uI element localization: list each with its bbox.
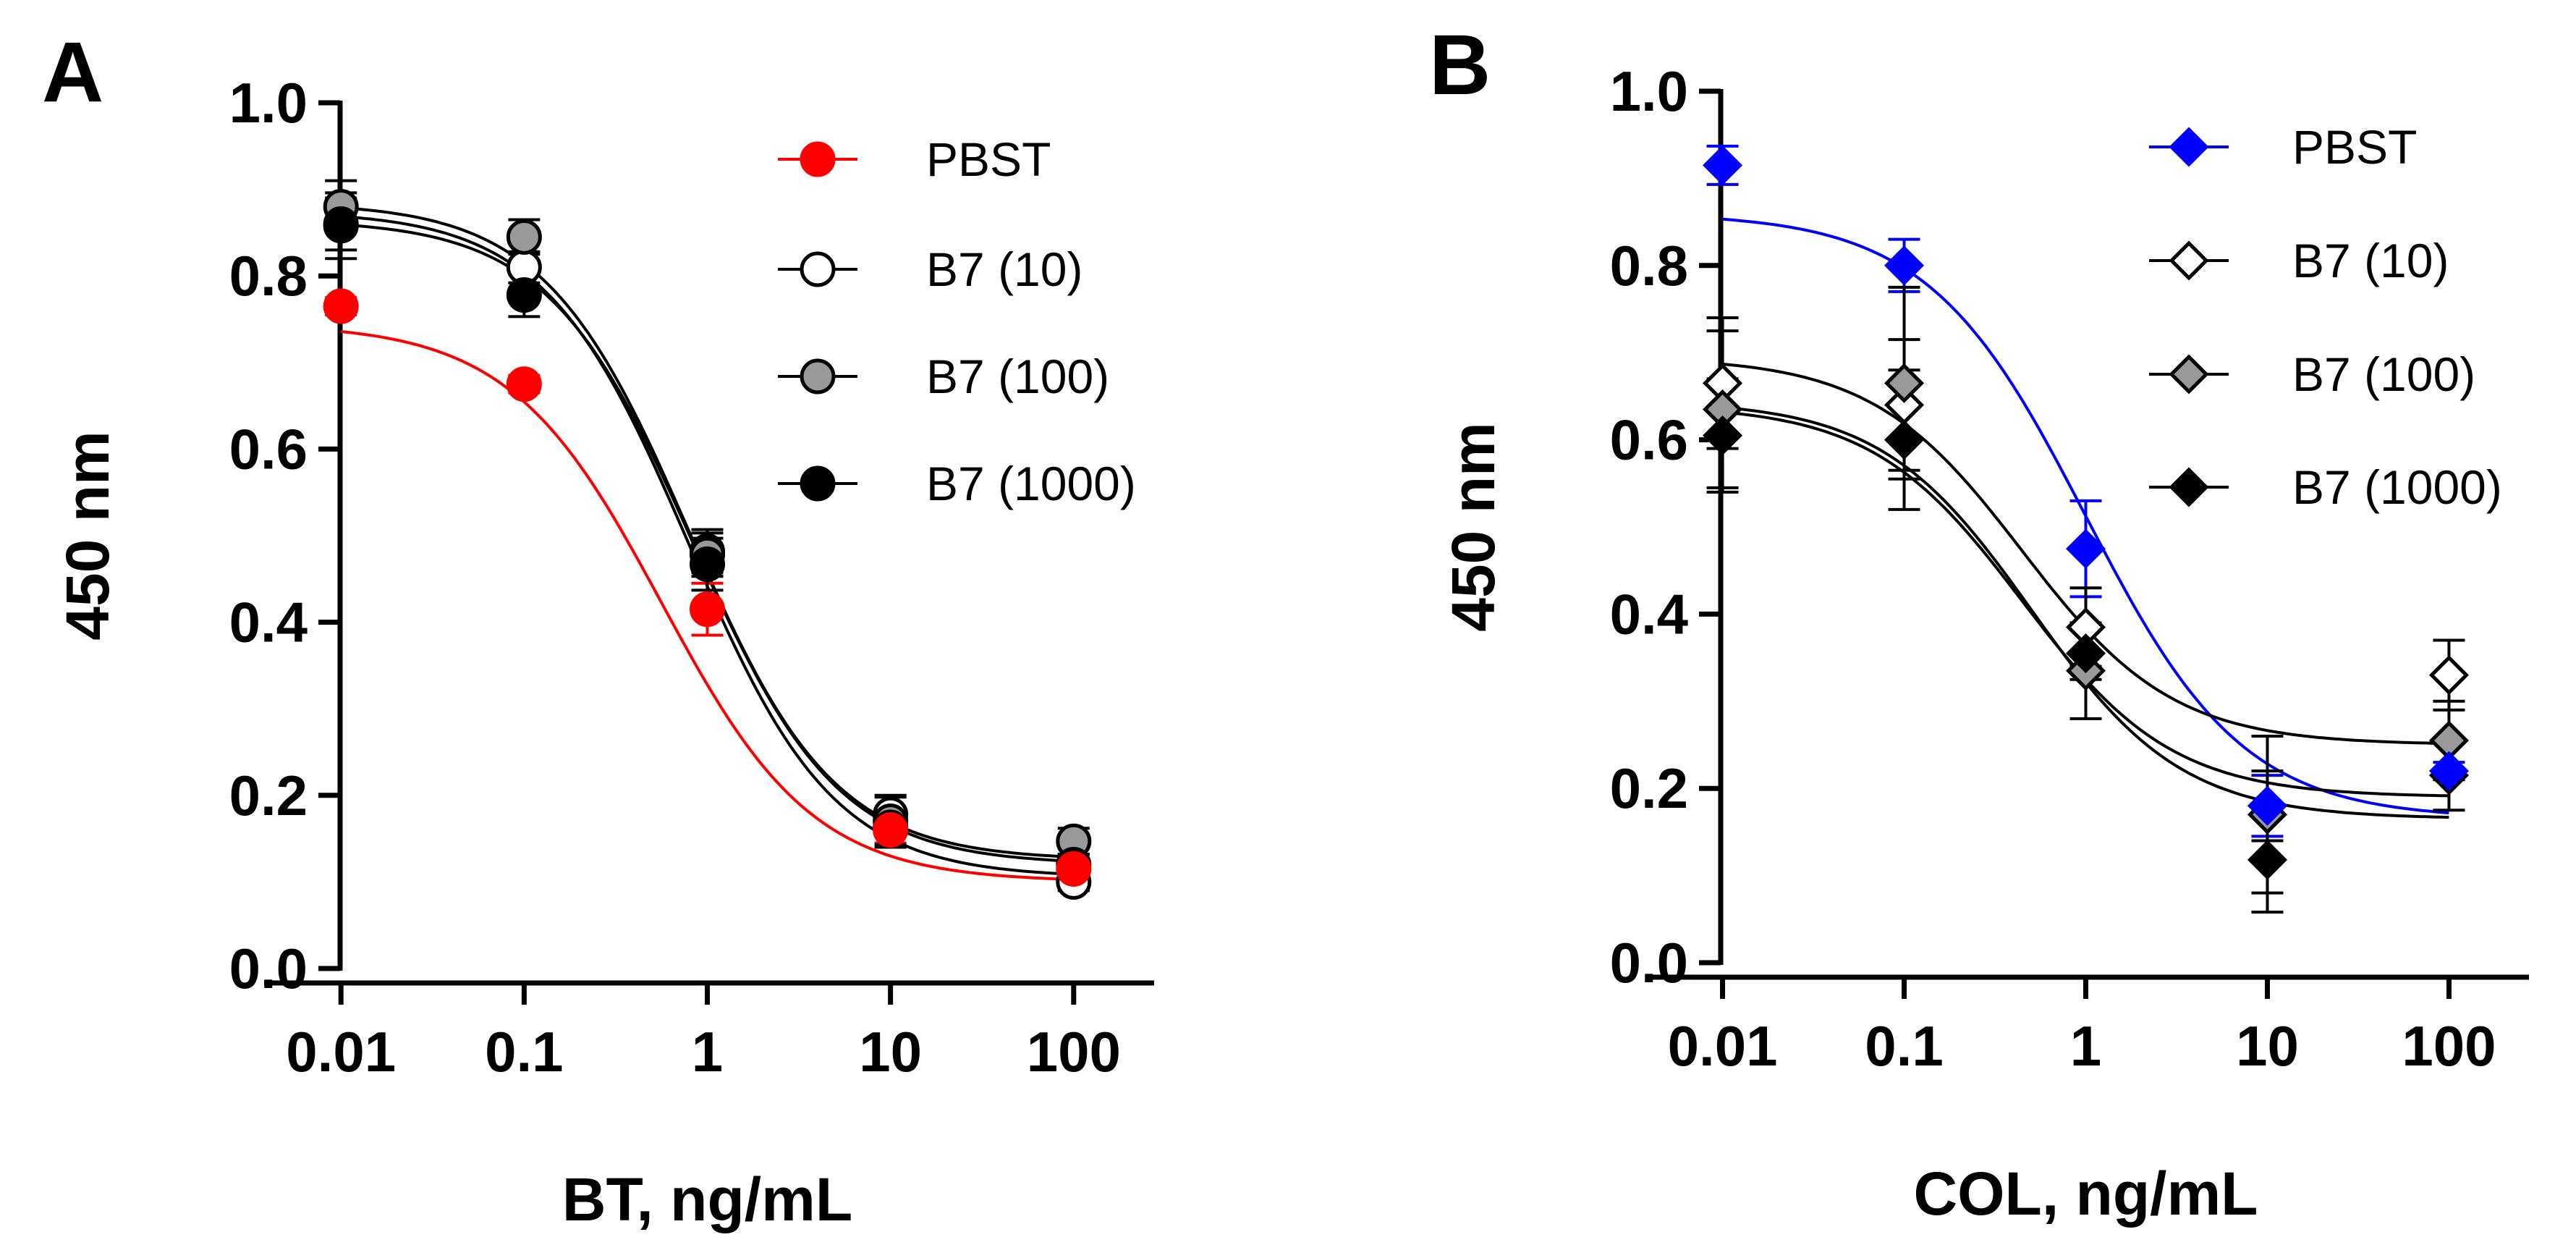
x-tick-label: 0.01 bbox=[286, 1020, 396, 1084]
legend-marker bbox=[800, 465, 836, 502]
data-point bbox=[506, 277, 542, 313]
x-tick-label: 0.1 bbox=[1865, 1014, 1943, 1078]
x-tick-label: 0.01 bbox=[1668, 1014, 1778, 1078]
x-tick-label: 1 bbox=[2070, 1014, 2101, 1078]
data-point bbox=[323, 288, 359, 324]
panel-letter: A bbox=[42, 25, 103, 120]
data-point bbox=[2065, 528, 2106, 569]
data-point bbox=[873, 812, 909, 848]
x-tick-label: 10 bbox=[859, 1020, 922, 1084]
fit-curve-series-0 bbox=[340, 330, 1074, 882]
legend-label: PBST bbox=[926, 132, 1051, 186]
legend-marker bbox=[800, 141, 836, 177]
data-point bbox=[2065, 633, 2106, 674]
data-point bbox=[1884, 245, 1925, 286]
data-point bbox=[1884, 363, 1925, 403]
x-tick-label: 100 bbox=[2402, 1014, 2496, 1078]
legend-marker bbox=[2169, 127, 2209, 167]
y-tick-label: 0.8 bbox=[229, 244, 308, 308]
y-tick-label: 0.6 bbox=[1610, 408, 1688, 472]
data-point bbox=[506, 366, 542, 402]
y-tick-label: 0.4 bbox=[229, 591, 308, 654]
y-tick-label: 0.0 bbox=[229, 937, 308, 1000]
y-tick-label: 0.4 bbox=[1610, 582, 1688, 646]
legend-marker bbox=[800, 251, 836, 287]
data-point bbox=[506, 219, 542, 255]
x-axis-title: BT, ng/mL bbox=[562, 1165, 852, 1233]
y-tick-label: 1.0 bbox=[1610, 59, 1688, 123]
y-tick-label: 0.8 bbox=[1610, 234, 1688, 297]
legend-label: B7 (10) bbox=[2292, 234, 2449, 287]
y-tick-label: 0.2 bbox=[229, 764, 308, 827]
data-point bbox=[2428, 751, 2469, 791]
x-tick-label: 100 bbox=[1027, 1020, 1121, 1084]
panel-letter: B bbox=[1429, 17, 1491, 113]
legend-label: B7 (100) bbox=[2292, 347, 2475, 401]
chart-panel-b: B 0.0 0.2 0.4 0.6 0.8 1.0 0.01 0.1 1 10 100 COL, ng/… bbox=[1429, 17, 2529, 1228]
y-tick-label: 0.6 bbox=[229, 417, 308, 481]
data-point bbox=[2247, 785, 2288, 826]
legend-marker bbox=[2169, 354, 2209, 394]
legend-marker bbox=[800, 358, 836, 394]
legend-label: B7 (10) bbox=[926, 242, 1082, 296]
data-point bbox=[323, 206, 359, 242]
data-point bbox=[1703, 415, 1743, 456]
y-tick-label: 1.0 bbox=[229, 71, 308, 135]
legend: PBST B7 (10) B7 (100) B7 (1000) bbox=[778, 132, 1136, 510]
data-point bbox=[690, 591, 725, 628]
y-tick-label: 0.2 bbox=[1610, 756, 1688, 820]
legend-label: B7 (1000) bbox=[926, 457, 1136, 510]
legend: PBST B7 (10) B7 (100) B7 (1000) bbox=[2149, 120, 2502, 514]
x-tick-label: 10 bbox=[2236, 1014, 2299, 1078]
x-tick-label: 1 bbox=[692, 1020, 723, 1084]
legend-label: PBST bbox=[2292, 120, 2417, 174]
y-tick-label: 0.0 bbox=[1610, 931, 1688, 995]
data-point bbox=[2247, 840, 2288, 880]
y-axis-title: 450 nm bbox=[1439, 422, 1507, 632]
data-point bbox=[2428, 655, 2469, 696]
data-point bbox=[1703, 145, 1743, 185]
legend-label: B7 (1000) bbox=[2292, 460, 2502, 514]
legend-marker bbox=[2169, 240, 2209, 281]
chart-panel-a: A 0.0 0.2 0.4 0.6 0.8 1.0 0.01 0.1 1 10 100 BT, ng/m… bbox=[42, 25, 1154, 1233]
y-axis-title: 450 nm bbox=[54, 431, 122, 641]
data-point bbox=[690, 546, 725, 582]
x-tick-label: 0.1 bbox=[485, 1020, 563, 1084]
legend-marker bbox=[2169, 467, 2209, 507]
data-point bbox=[1056, 851, 1092, 887]
x-axis-title: COL, ng/mL bbox=[1914, 1160, 2258, 1228]
data-point bbox=[1884, 420, 1925, 460]
legend-label: B7 (100) bbox=[926, 350, 1109, 403]
